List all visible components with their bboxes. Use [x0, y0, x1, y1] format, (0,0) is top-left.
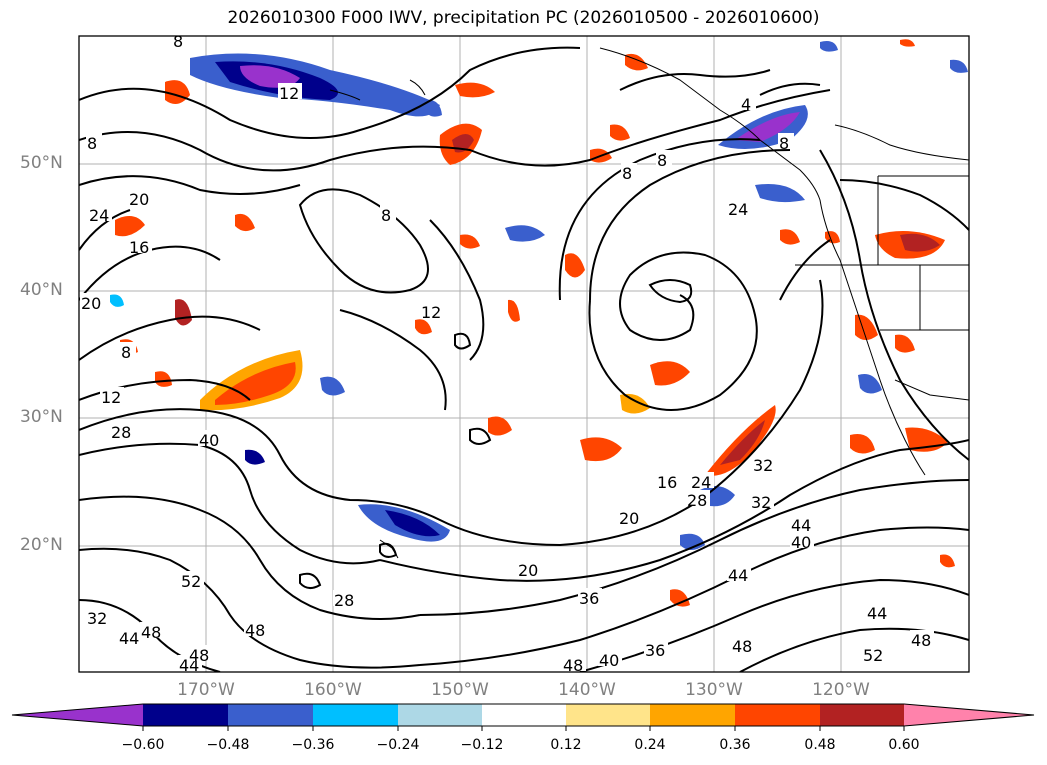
contour-label: 48: [732, 637, 752, 656]
colorbar-swatch: [820, 704, 904, 726]
lon-label-130w: 130°W: [685, 680, 743, 700]
colorbar-max-extension: [904, 704, 1034, 726]
contour-label: 52: [181, 572, 201, 591]
contour-label: 48: [189, 646, 209, 665]
colorbar-swatch: [398, 704, 482, 726]
contour-label: 16: [657, 473, 677, 492]
colorbar-swatch: [482, 704, 566, 726]
colorbar-label: 0.36: [719, 737, 751, 753]
colorbar-label: 0.12: [550, 737, 582, 753]
contour-label: 8: [121, 343, 131, 362]
lon-label-150w: 150°W: [431, 680, 489, 700]
lon-label-140w: 140°W: [558, 680, 616, 700]
contour-label: 48: [563, 656, 583, 675]
colorbar-swatch: [650, 704, 735, 726]
contour-label: 4: [741, 95, 751, 114]
contour-label: 8: [622, 164, 632, 183]
colorbar-label: 0.24: [634, 737, 666, 753]
contour-label: 48: [911, 631, 931, 650]
lat-label-50n: 50°N: [20, 153, 63, 173]
contour-label: 24: [89, 206, 109, 225]
lat-label-40n: 40°N: [20, 280, 63, 300]
contour-label: 48: [245, 621, 265, 640]
colorbar-swatch: [228, 704, 313, 726]
map-frame: [78, 35, 970, 673]
contour-label: 16: [129, 238, 149, 257]
contour-label: 12: [421, 303, 441, 322]
contour-label: 20: [518, 561, 538, 580]
lon-label-120w: 120°W: [812, 680, 870, 700]
lat-label-20n: 20°N: [20, 535, 63, 555]
colorbar-swatch: [313, 704, 398, 726]
contour-label: 40: [791, 533, 811, 552]
colorbar-swatch: [735, 704, 820, 726]
contour-label: 32: [87, 609, 107, 628]
lat-label-30n: 30°N: [20, 407, 63, 427]
contour-label: 28: [687, 491, 707, 510]
contour-label: 24: [691, 473, 711, 492]
coastlines: [329, 47, 969, 559]
iwv-contours: [79, 46, 969, 672]
contour-label: 40: [199, 431, 219, 450]
contour-label: 8: [173, 32, 183, 51]
contour-label: 36: [645, 641, 665, 660]
colorbar-label: −0.60: [121, 737, 165, 753]
contour-label: 8: [657, 151, 667, 170]
colorbar-swatch: [566, 704, 650, 726]
colorbar-label: 0.60: [888, 737, 920, 753]
contour-label: 40: [599, 651, 619, 670]
contour-label: 44: [867, 604, 887, 623]
lon-label-170w: 170°W: [177, 680, 235, 700]
contour-label: 8: [87, 134, 97, 153]
lon-label-160w: 160°W: [304, 680, 362, 700]
colorbar-min-extension: [12, 704, 143, 726]
contour-label: 28: [111, 423, 131, 442]
contour-label: 44: [728, 566, 748, 585]
contour-label: 8: [779, 134, 789, 153]
contour-label: 12: [279, 84, 299, 103]
contour-label: 20: [129, 190, 149, 209]
map-title: 2026010300 F000 IWV, precipitation PC (2…: [227, 8, 820, 28]
colorbar-label: −0.36: [291, 737, 335, 753]
contour-label: 28: [334, 591, 354, 610]
contour-label: 52: [863, 646, 883, 665]
contour-label: 12: [101, 388, 121, 407]
colorbar-label: 0.48: [804, 737, 836, 753]
contour-label: 32: [753, 456, 773, 475]
contour-label: 32: [751, 493, 771, 512]
colorbar-label: −0.24: [376, 737, 420, 753]
contour-label: 8: [381, 206, 391, 225]
colorbar-label: −0.12: [460, 737, 504, 753]
colorbar: [11, 703, 1035, 731]
colorbar-swatch: [143, 704, 228, 726]
contour-labels: 8 12 4 8 8 24 8 16 20 24 8 12 12: [80, 32, 934, 675]
colorbar-label: −0.48: [206, 737, 250, 753]
contour-label: 44: [119, 629, 139, 648]
contour-label: 20: [81, 294, 101, 313]
contour-label: 36: [579, 589, 599, 608]
contour-label: 20: [619, 509, 639, 528]
contour-label: 24: [728, 200, 748, 219]
contour-label: 44: [791, 516, 811, 535]
contour-label: 48: [141, 623, 161, 642]
